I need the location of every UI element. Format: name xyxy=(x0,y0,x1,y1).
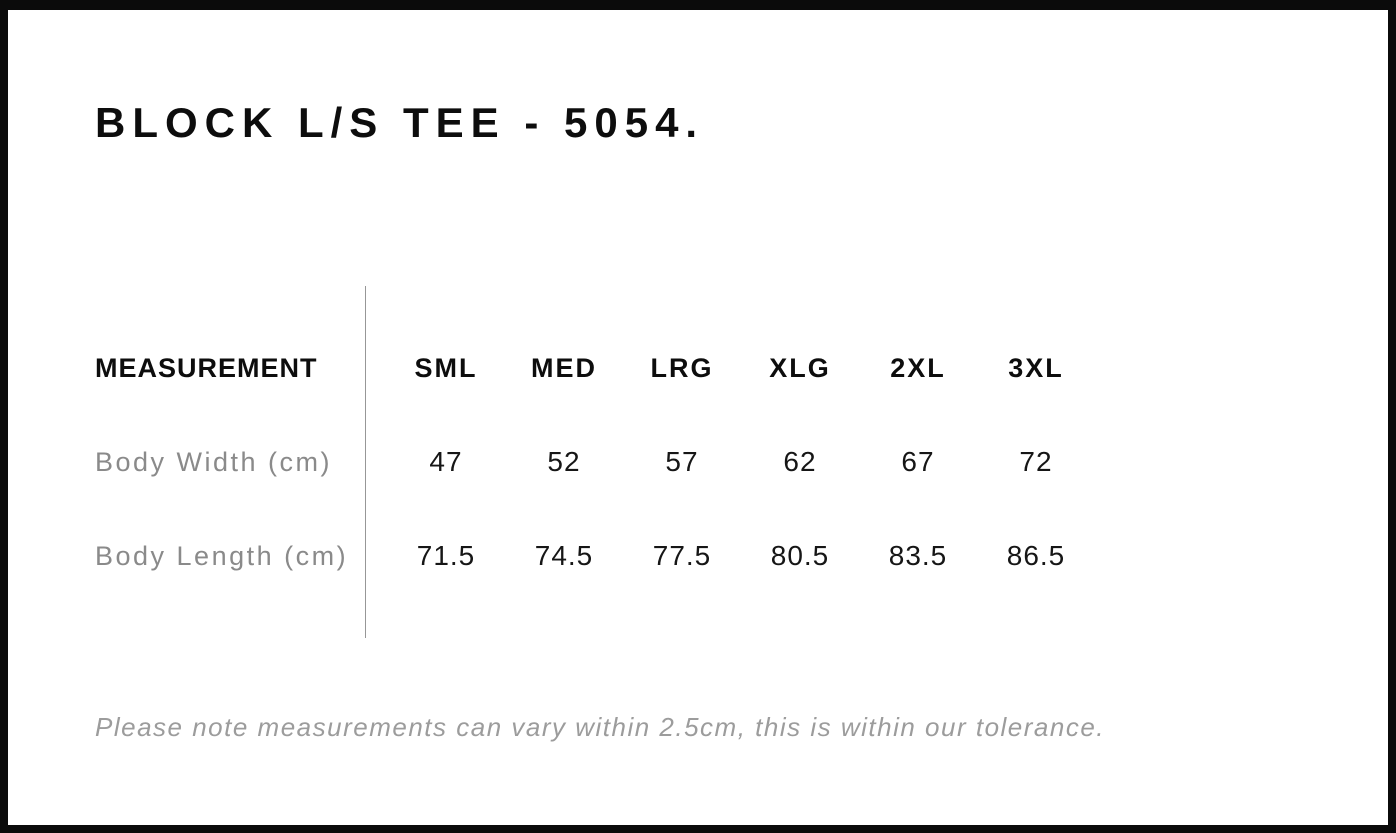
column-header-sml: SML xyxy=(414,352,478,383)
body-length-xlg: 80.5 xyxy=(770,540,830,571)
body-width-lrg: 57 xyxy=(665,446,699,477)
column-header-xlg: XLG xyxy=(769,352,831,383)
row-label-body-length: Body Length (cm) xyxy=(95,540,349,571)
body-width-xlg: 62 xyxy=(783,446,817,477)
body-width-sml: 47 xyxy=(429,446,463,477)
body-length-sml: 71.5 xyxy=(416,540,476,571)
body-length-3xl: 86.5 xyxy=(1006,540,1066,571)
row-label-body-width: Body Width (cm) xyxy=(95,446,333,477)
column-header-measurement: MEASUREMENT xyxy=(95,352,318,383)
column-header-lrg: LRG xyxy=(650,352,714,383)
column-header-2xl: 2XL xyxy=(890,352,946,383)
body-width-2xl: 67 xyxy=(901,446,935,477)
body-width-med: 52 xyxy=(547,446,581,477)
column-header-3xl: 3XL xyxy=(1008,352,1064,383)
body-width-3xl: 72 xyxy=(1019,446,1053,477)
body-length-lrg: 77.5 xyxy=(652,540,712,571)
body-length-med: 74.5 xyxy=(534,540,594,571)
page-title: BLOCK L/S TEE - 5054. xyxy=(95,99,705,146)
body-length-2xl: 83.5 xyxy=(888,540,948,571)
table-vertical-divider xyxy=(365,286,366,638)
tolerance-note: Please note measurements can vary within… xyxy=(95,712,1106,742)
column-header-med: MED xyxy=(531,352,597,383)
size-chart-table: MEASUREMENT SML MED LRG XLG 2XL 3XL Body… xyxy=(95,321,1095,603)
